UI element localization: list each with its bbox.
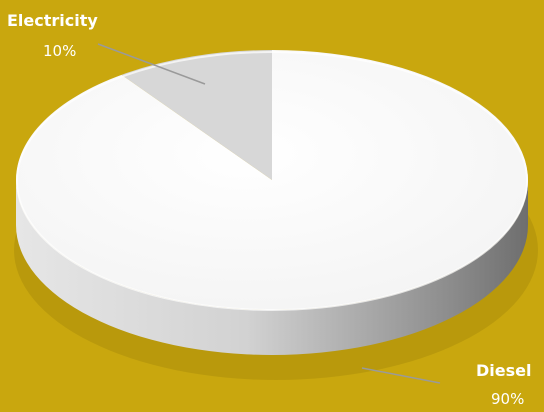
leader-line-diesel	[361, 367, 441, 384]
pie-slice-diesel	[15, 50, 528, 310]
slice-label-diesel: Diesel	[476, 361, 532, 380]
leader-line-electricity	[97, 43, 206, 85]
pie-slice-electricity	[121, 50, 272, 180]
pie-rim	[16, 51, 528, 311]
pie-side	[16, 180, 528, 355]
slice-value-electricity: 10%	[43, 42, 77, 60]
slice-value-diesel: 90%	[491, 390, 525, 408]
slice-label-electricity: Electricity	[7, 11, 98, 30]
